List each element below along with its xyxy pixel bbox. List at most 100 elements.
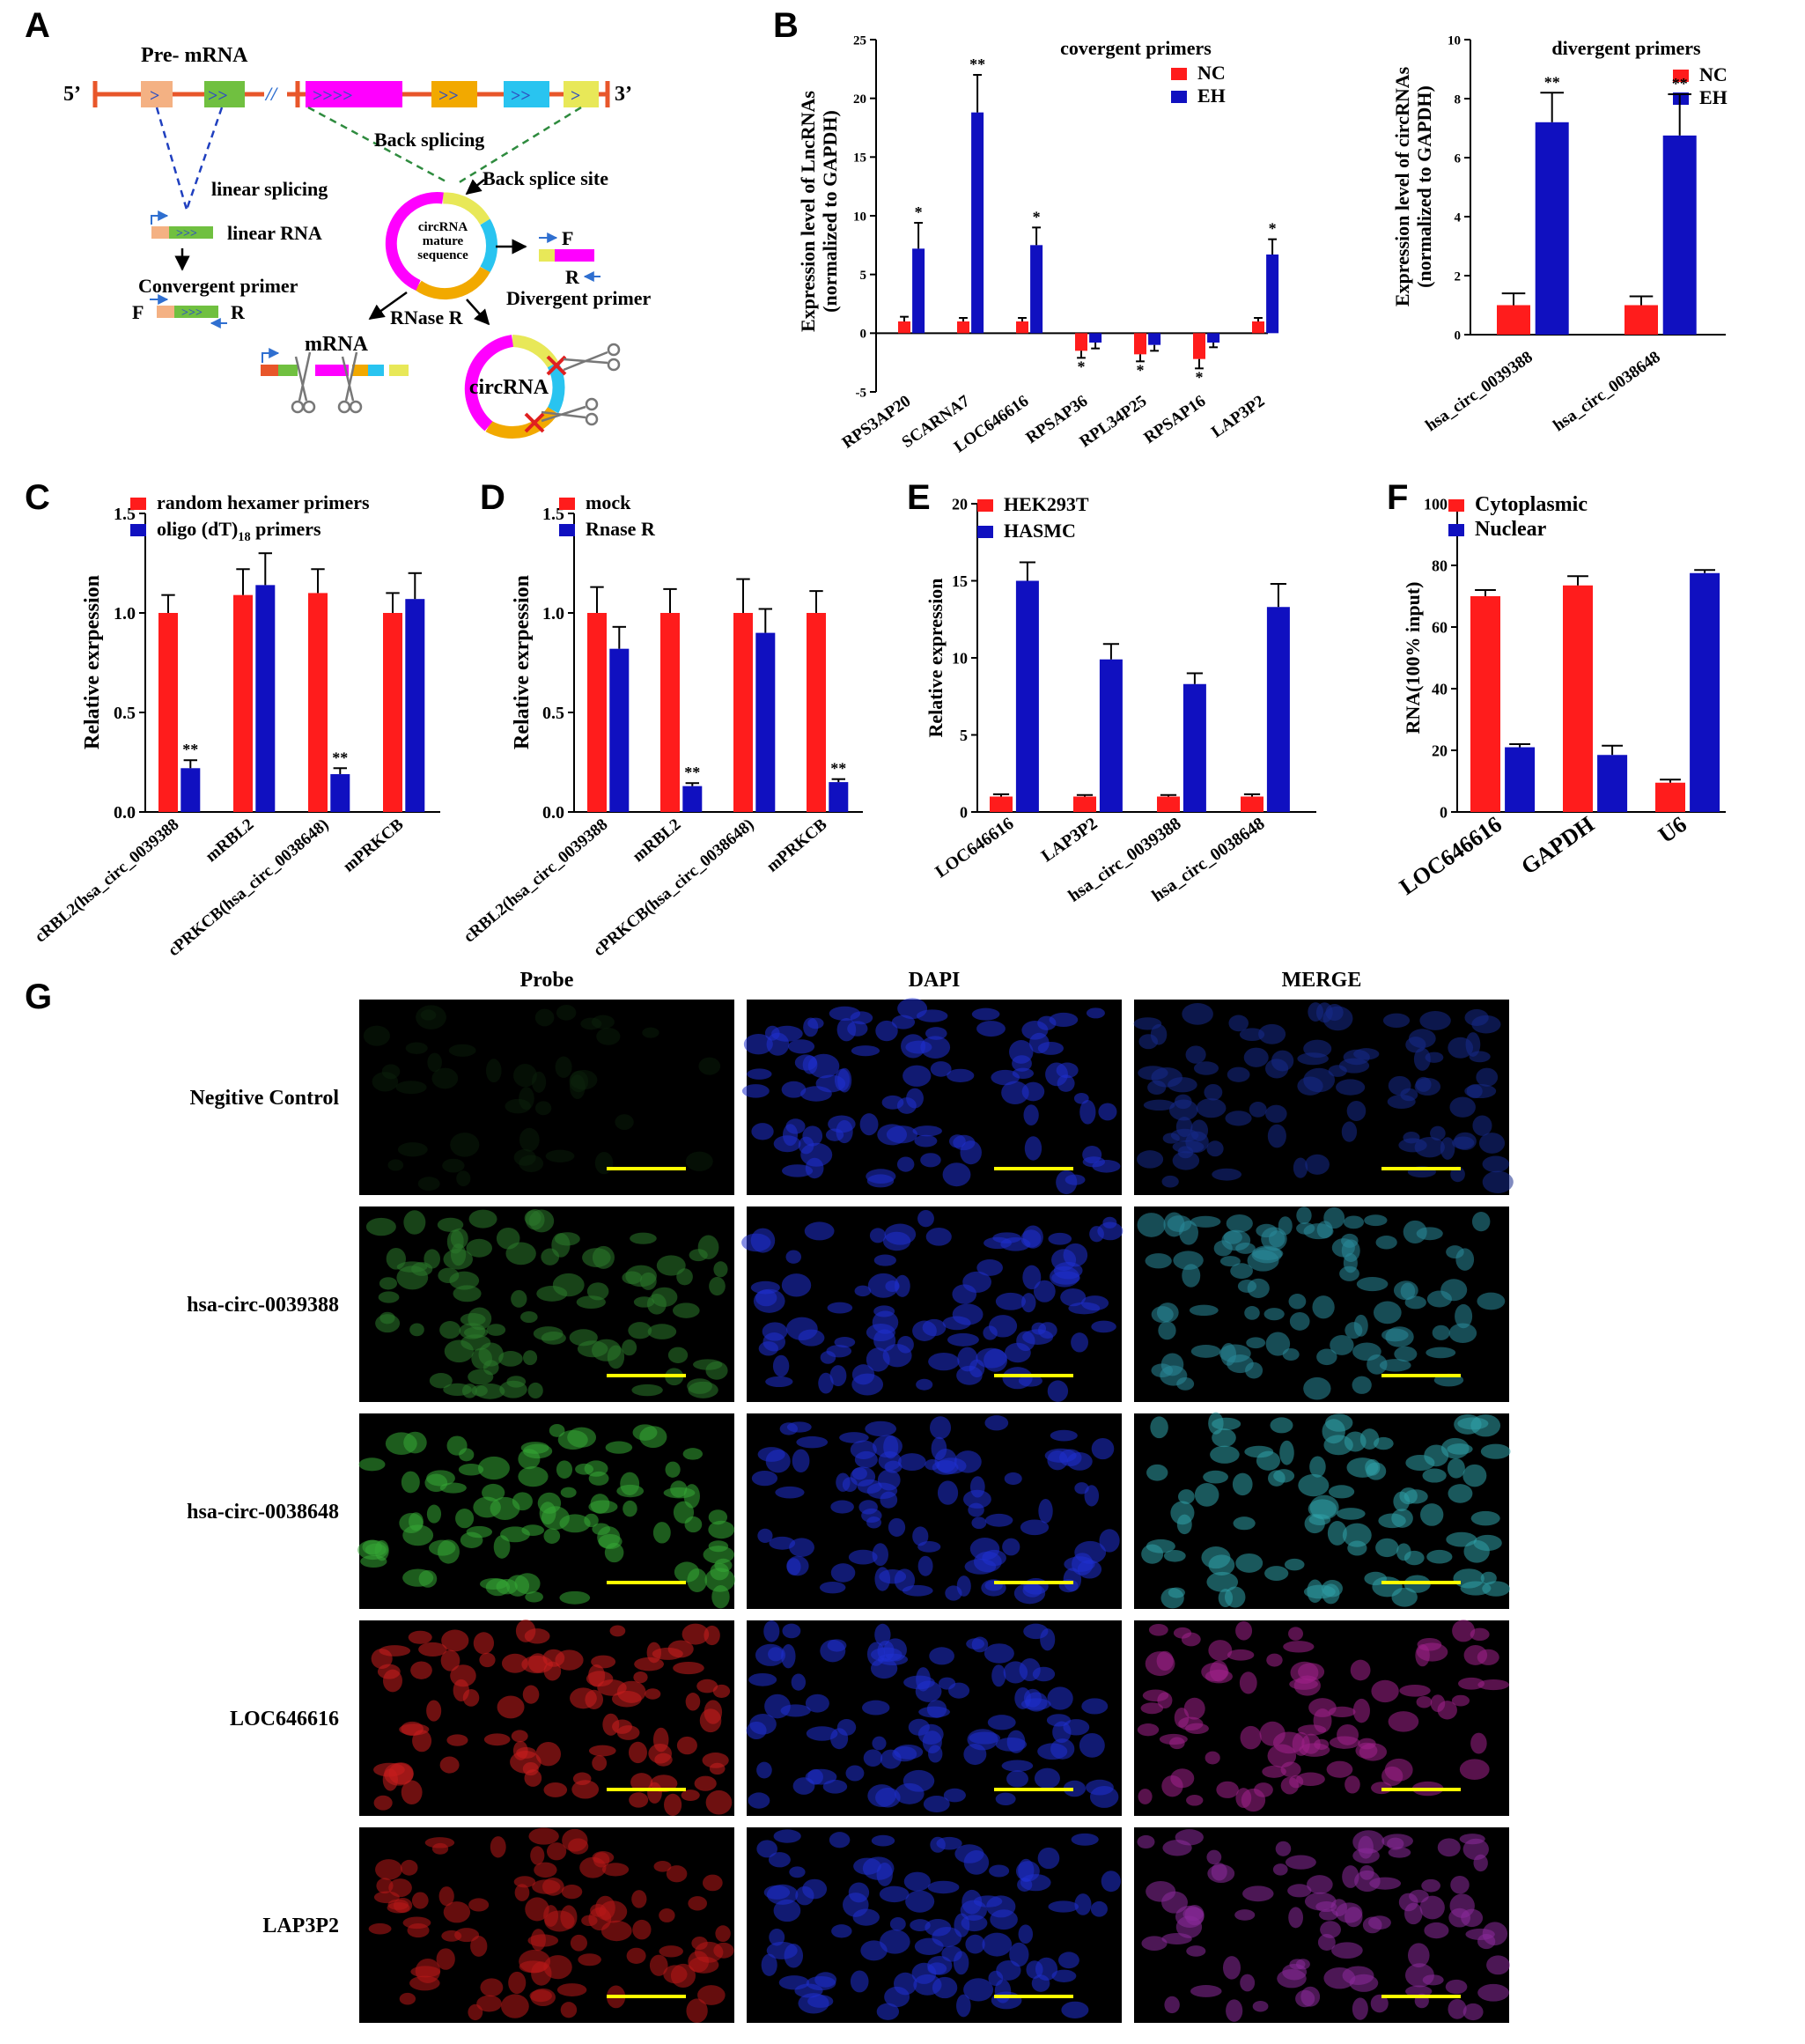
- cell-blob: [1288, 1907, 1304, 1929]
- cell-blob: [709, 1276, 726, 1296]
- cell-blob: [1140, 1702, 1164, 1715]
- y-axis-label-line2: (normalized to GAPDH): [1413, 85, 1435, 288]
- cell-blob: [917, 1555, 933, 1576]
- cell-blob: [875, 1020, 898, 1042]
- y-tick-label: 80: [1432, 557, 1448, 574]
- cell-blob: [446, 1734, 468, 1746]
- cell-blob: [1478, 1133, 1506, 1154]
- cell-blob: [1022, 1583, 1042, 1598]
- cell-blob: [411, 1892, 429, 1909]
- cell-blob: [866, 1516, 882, 1529]
- exon-6: [564, 81, 599, 107]
- cell-blob: [893, 1972, 917, 1996]
- cell-blob: [588, 1907, 612, 1931]
- cell-blob: [1079, 1100, 1096, 1125]
- cell-blob: [982, 1932, 1013, 1957]
- cell-blob: [578, 1953, 601, 1967]
- cell-blob: [631, 1890, 647, 1908]
- cell-blob: [1137, 1213, 1166, 1237]
- cell-blob: [1048, 1900, 1079, 1913]
- cell-blob: [546, 1842, 567, 1861]
- cell-blob: [819, 1581, 846, 1594]
- cell-blob: [863, 1749, 883, 1767]
- cell-blob: [441, 1629, 469, 1652]
- cell-blob: [1208, 1640, 1233, 1661]
- cell-blob: [1190, 1985, 1222, 1997]
- cell-blob: [917, 1210, 934, 1228]
- cell-blob: [1437, 1838, 1461, 1857]
- cell-blob: [1150, 1416, 1168, 1439]
- y-tick-label: 0: [860, 328, 867, 342]
- x-tick-label: LAP3P2: [1208, 392, 1268, 442]
- cell-blob: [850, 1970, 869, 1993]
- bar: [1505, 747, 1536, 812]
- cell-blob: [871, 1834, 895, 1847]
- cell-blob: [630, 1773, 653, 1792]
- cell-blob: [1193, 1061, 1219, 1075]
- divergent-exon-2: [555, 249, 594, 262]
- bar: [990, 796, 1013, 812]
- cell-blob: [1161, 1891, 1188, 1914]
- cell-blob: [1137, 1723, 1160, 1737]
- bar: [1241, 796, 1264, 812]
- cell-blob: [1375, 1235, 1397, 1250]
- cell-blob: [541, 1248, 560, 1266]
- cell-blob: [512, 1740, 528, 1760]
- circrna-label: circRNA: [469, 376, 549, 399]
- cell-blob: [1185, 1045, 1206, 1064]
- cell-blob: [446, 1229, 464, 1254]
- x-tick-label: cPRKCB(hsa_circ_0038648): [165, 815, 332, 960]
- cell-blob: [1050, 1429, 1078, 1442]
- cell-blob: [482, 1483, 505, 1502]
- cell-blob: [1151, 1363, 1174, 1378]
- cell-blob: [1268, 1230, 1286, 1248]
- cell-blob: [405, 1042, 428, 1054]
- cell-blob: [670, 1480, 688, 1498]
- cell-blob: [1284, 1558, 1305, 1571]
- cell-blob: [470, 1936, 488, 1957]
- cell-blob: [971, 1516, 987, 1530]
- cell-blob: [987, 1715, 1016, 1730]
- cell-blob: [673, 1302, 700, 1318]
- cell-blob: [478, 1342, 504, 1367]
- row-label: hsa-circ-0038648: [187, 1501, 339, 1524]
- cell-blob: [1047, 1686, 1073, 1710]
- cell-blob: [781, 1081, 807, 1098]
- cell-blob: [525, 1897, 549, 1922]
- cell-blob: [549, 1423, 565, 1437]
- cell-blob: [1465, 1928, 1495, 1940]
- cell-blob: [666, 1865, 688, 1883]
- cell-blob: [1047, 1380, 1069, 1402]
- y-tick-label: 5: [860, 269, 867, 283]
- cell-blob: [1072, 1553, 1094, 1575]
- cell-blob: [673, 1501, 695, 1524]
- cell-blob: [1157, 1692, 1173, 1709]
- cell-blob: [501, 1653, 528, 1673]
- cell-blob: [896, 1097, 917, 1114]
- cell-blob: [806, 1975, 836, 1991]
- cell-blob: [1003, 1661, 1028, 1684]
- cell-blob: [649, 1954, 668, 1976]
- cell-blob: [1220, 1343, 1237, 1366]
- significance-marker: **: [1544, 73, 1560, 91]
- cell-blob: [402, 1916, 431, 1930]
- cell-blob: [567, 1427, 597, 1448]
- cell-blob: [1206, 1849, 1222, 1865]
- cell-blob: [541, 1332, 566, 1345]
- cell-blob: [1343, 1215, 1364, 1229]
- bar: [1148, 333, 1161, 345]
- cell-blob: [1370, 1994, 1389, 2013]
- cell-blob: [1183, 1697, 1205, 1720]
- scissors-icon: [541, 397, 599, 426]
- cell-blob: [633, 1671, 648, 1684]
- cell-blob: [711, 1584, 730, 1609]
- cell-blob: [631, 1384, 663, 1397]
- cell-blob: [459, 1323, 486, 1339]
- cell-blob: [1025, 1692, 1048, 1712]
- cell-blob: [1331, 1238, 1355, 1258]
- cell-blob: [1164, 1996, 1180, 2014]
- y-tick-label: -5: [856, 386, 867, 400]
- cell-blob: [1352, 1997, 1368, 2020]
- cell-blob: [1273, 1469, 1295, 1483]
- cell-blob: [995, 1292, 1027, 1310]
